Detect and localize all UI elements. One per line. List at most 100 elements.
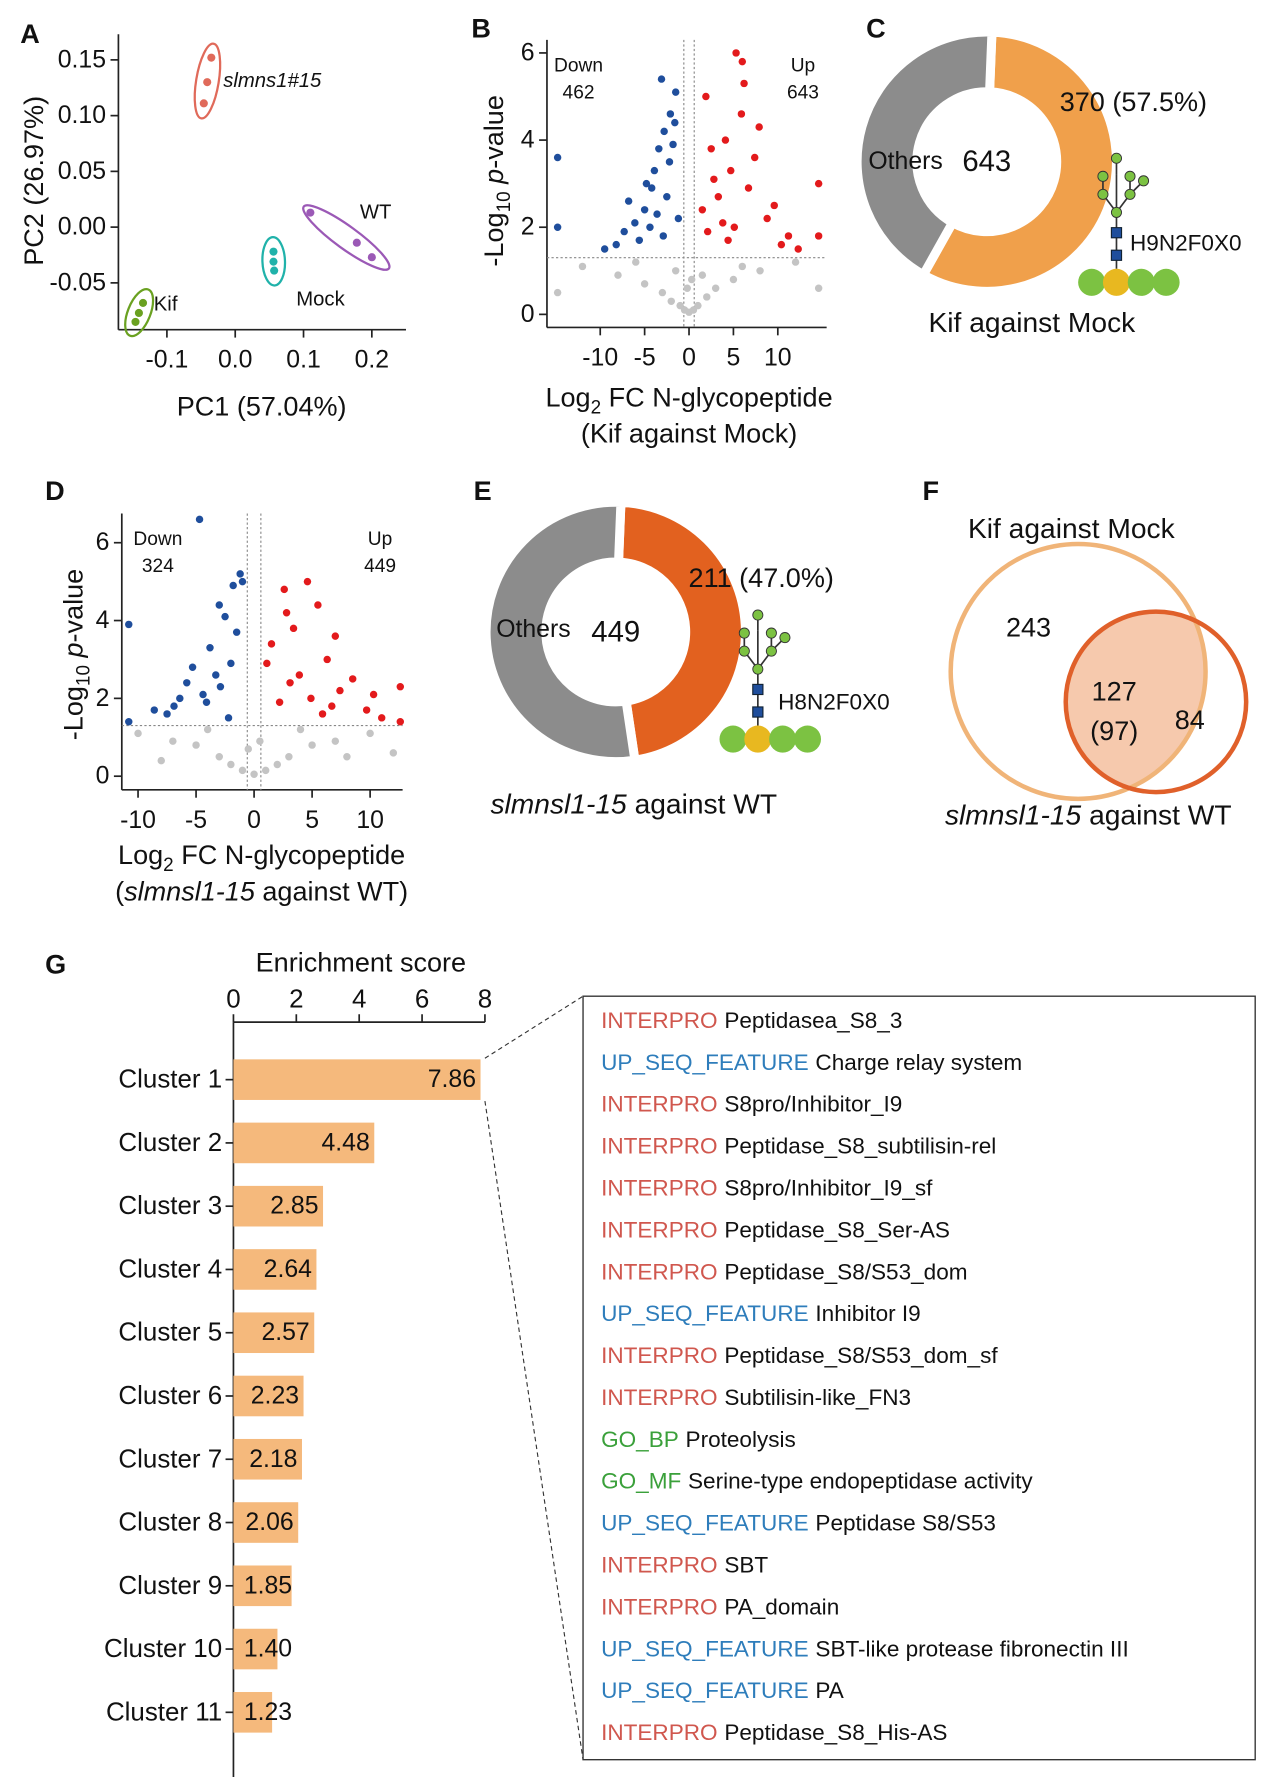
point xyxy=(663,193,671,201)
glycan-square xyxy=(1110,249,1123,261)
point xyxy=(389,749,398,757)
point xyxy=(307,694,315,703)
point xyxy=(729,275,738,284)
point xyxy=(666,110,675,118)
glycan-square xyxy=(1110,227,1123,239)
bar xyxy=(233,1185,324,1227)
x-tick-label: 0.2 xyxy=(355,347,389,374)
term-source: INTERPRO xyxy=(601,1259,718,1284)
term-source: UP_SEQ_FEATURE xyxy=(601,1678,809,1703)
bar xyxy=(233,1692,273,1733)
glycan-mannose xyxy=(1097,170,1109,182)
venn-count: 243 xyxy=(1006,612,1051,642)
x-axis-title: Log2 FC N-glycopeptide xyxy=(118,840,405,876)
donut-segment xyxy=(917,27,1121,296)
point xyxy=(336,686,344,695)
x-tick-label: 5 xyxy=(305,807,319,834)
term-name: Peptidasea_S8_3 xyxy=(724,1007,902,1032)
point xyxy=(192,741,200,749)
x-tick-label: -10 xyxy=(582,344,618,371)
point xyxy=(740,79,748,88)
annotation: 643 xyxy=(787,82,819,103)
bar xyxy=(233,1502,299,1543)
point xyxy=(814,232,823,240)
group-label: slmns1#15 xyxy=(223,70,322,92)
segment-label: 211 (47.0%) xyxy=(689,563,834,593)
point xyxy=(660,127,668,136)
glycan-residue xyxy=(1102,268,1131,296)
group-ellipse xyxy=(124,287,155,338)
point xyxy=(655,145,663,153)
x-tick-label: 2 xyxy=(289,986,303,1014)
label-part: Log xyxy=(118,840,163,870)
x-axis-title: Log2 FC N-glycopeptide xyxy=(545,382,832,418)
glycan-mannose xyxy=(738,645,750,657)
annotation: Up xyxy=(368,529,393,550)
glycan-label: H9N2F0X0 xyxy=(1130,230,1242,255)
term-name: PA xyxy=(815,1678,843,1703)
point xyxy=(658,288,667,297)
panel-label: F xyxy=(923,476,940,506)
label-part: 10 xyxy=(494,191,515,212)
point xyxy=(275,698,284,706)
glycan-residue xyxy=(744,725,772,753)
point xyxy=(640,206,649,214)
point xyxy=(667,297,675,306)
point xyxy=(744,184,753,192)
y-tick-label: Cluster 9 xyxy=(118,1572,222,1600)
y-axis-title: -Log10 p-value xyxy=(58,569,94,740)
annotation: 324 xyxy=(142,556,174,577)
glycan-mannose xyxy=(1124,170,1136,182)
point xyxy=(261,766,270,775)
term-row: INTERPRO Subtilisin-like_FN3 xyxy=(601,1384,911,1409)
point xyxy=(756,267,764,275)
donut-segment xyxy=(481,497,641,767)
point xyxy=(227,760,235,769)
y-tick-label: 0.15 xyxy=(58,46,106,73)
y-axis-title: PC2 (26.97%) xyxy=(19,96,49,266)
point xyxy=(331,632,340,640)
term-source: UP_SEQ_FEATURE xyxy=(601,1636,809,1661)
value-label: 7.86 xyxy=(428,1066,476,1093)
panel-label: G xyxy=(45,950,66,980)
x-axis-title: PC1 (57.04%) xyxy=(177,391,347,421)
point xyxy=(707,145,715,153)
y-tick-label: Cluster 7 xyxy=(118,1445,222,1473)
point xyxy=(698,206,707,214)
glycan-square xyxy=(752,683,764,696)
point xyxy=(195,515,204,524)
bar xyxy=(233,1565,292,1607)
point xyxy=(250,770,258,778)
term-row: UP_SEQ_FEATURE Peptidase S8/S53 xyxy=(601,1510,996,1535)
point xyxy=(600,245,609,253)
glycan-mannose xyxy=(1124,188,1136,200)
point xyxy=(659,232,667,240)
point xyxy=(238,577,247,586)
term-name: Subtilisin-like_FN3 xyxy=(724,1384,911,1409)
point xyxy=(343,753,351,761)
point xyxy=(738,262,747,271)
x-tick-label: 0.0 xyxy=(218,347,252,374)
x-tick-label: 0.1 xyxy=(286,347,320,374)
glycan-mannose xyxy=(1110,152,1123,164)
point xyxy=(270,266,279,275)
term-name: Peptidase_S8/S53_dom xyxy=(724,1259,967,1284)
x-tick-label: 6 xyxy=(415,986,429,1014)
term-row: INTERPRO Peptidase_S8/S53_dom xyxy=(601,1259,967,1284)
point xyxy=(221,612,229,621)
point xyxy=(650,166,659,175)
term-name: S8pro/Inhibitor_I9_sf xyxy=(724,1175,933,1200)
glycan-icon xyxy=(1078,152,1180,296)
point xyxy=(620,227,628,236)
point xyxy=(671,88,680,96)
label-part: Log xyxy=(545,382,590,412)
group-ellipse xyxy=(193,42,222,120)
point xyxy=(770,201,778,210)
point xyxy=(631,219,639,227)
label-part: -Log xyxy=(479,212,509,266)
point xyxy=(318,710,327,718)
glycan-mannose xyxy=(765,645,777,657)
point xyxy=(369,690,378,699)
term-source: UP_SEQ_FEATURE xyxy=(601,1049,809,1074)
